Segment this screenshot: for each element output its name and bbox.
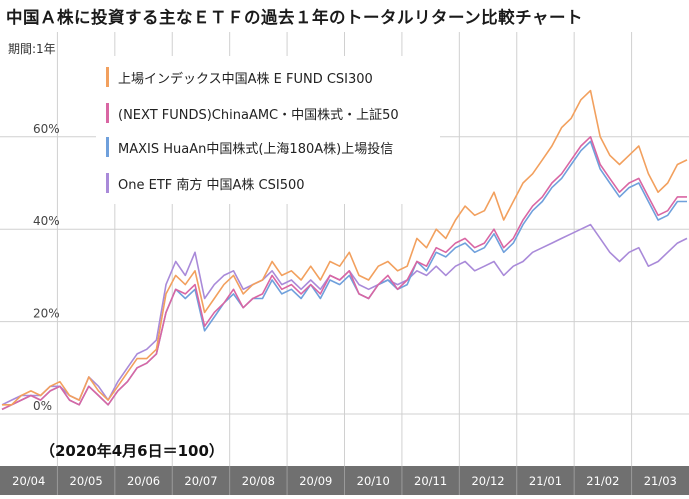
chart-title: 中国Ａ株に投資する主なＥＴＦの過去１年のトータルリターン比較チャート [6,8,584,27]
y-tick-label: 0% [33,399,52,413]
legend-swatch [106,103,109,123]
legend: 上場インデックス中国A株 E FUND CSI300 (NEXT FUNDS)C… [96,56,440,204]
x-tick-label: 21/02 [586,474,619,488]
x-axis-band: 20/04 20/05 20/06 20/07 20/08 20/09 20/10 20/11… [0,466,689,495]
y-axis-ticks: 0% 20% 40% 60% [33,122,60,413]
legend-label: MAXIS HuaAn中国株式(上海180A株)上場投信 [118,141,394,157]
y-tick-label: 60% [33,122,60,136]
x-tick-label: 21/01 [529,474,562,488]
x-tick-label: 20/04 [12,474,45,488]
x-tick-label: 20/12 [471,474,504,488]
x-tick-label: 20/08 [242,474,275,488]
legend-swatch [106,173,109,193]
period-label: 期間:1年 [8,42,56,56]
legend-swatch [106,137,109,157]
x-tick-label: 20/09 [299,474,332,488]
legend-label: 上場インデックス中国A株 E FUND CSI300 [118,71,373,87]
x-tick-label: 20/10 [357,474,390,488]
x-tick-label: 21/03 [644,474,677,488]
y-tick-label: 20% [33,307,60,321]
series-line [1,136,687,411]
legend-item: (NEXT FUNDS)ChinaAMC・中国株式・上証50 [106,102,399,124]
series-line [2,89,688,406]
legend-label: (NEXT FUNDS)ChinaAMC・中国株式・上証50 [118,107,399,123]
legend-label: One ETF 南方 中国A株 CSI500 [118,177,305,193]
x-tick-label: 20/07 [184,474,217,488]
baseline-note: （2020年4月6日＝100） [40,442,224,460]
legend-swatch [106,67,109,87]
series-lines [1,89,688,411]
x-tick-label: 20/06 [127,474,160,488]
x-tick-label: 20/05 [70,474,103,488]
y-tick-label: 40% [33,214,60,228]
legend-item: 上場インデックス中国A株 E FUND CSI300 [106,66,373,88]
legend-item: One ETF 南方 中国A株 CSI500 [106,172,305,194]
x-tick-label: 20/11 [414,474,447,488]
legend-item: MAXIS HuaAn中国株式(上海180A株)上場投信 [106,136,393,158]
